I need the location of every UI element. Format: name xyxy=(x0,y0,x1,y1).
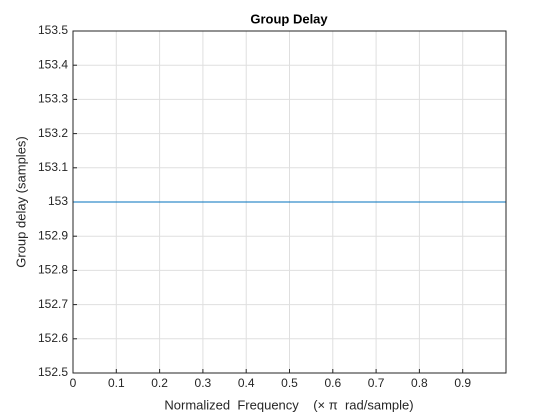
y-tick-label: 153.4 xyxy=(38,57,68,71)
x-tick-label: 0.6 xyxy=(324,376,341,390)
y-tick-label: 152.9 xyxy=(38,228,68,242)
y-tick-label: 153.3 xyxy=(38,92,68,106)
y-tick-label: 153 xyxy=(48,194,68,208)
x-tick-label: 0.1 xyxy=(108,376,125,390)
y-tick-label: 152.8 xyxy=(38,263,68,277)
axes-box xyxy=(72,30,507,374)
x-tick-label: 0 xyxy=(70,376,77,390)
chart-title: Group Delay xyxy=(250,11,328,26)
x-tick-label: 0.3 xyxy=(195,376,212,390)
x-tick-label: 0.8 xyxy=(411,376,428,390)
y-tick-label: 152.6 xyxy=(38,331,68,345)
x-axis-label: Normalized Frequency (× π rad/sample) xyxy=(164,397,413,412)
y-tick-label: 152.5 xyxy=(38,365,68,379)
x-tick-label: 0.7 xyxy=(368,376,385,390)
x-tick-label: 0.5 xyxy=(281,376,298,390)
x-tick-label: 0.9 xyxy=(454,376,471,390)
x-tick-label: 0.2 xyxy=(151,376,168,390)
y-tick-label: 153.2 xyxy=(38,126,68,140)
y-tick-label: 152.7 xyxy=(38,297,68,311)
x-tick-label: 0.4 xyxy=(238,376,255,390)
y-axis-label: Group delay (samples) xyxy=(13,136,28,268)
y-tick-label: 153.5 xyxy=(38,23,68,37)
y-tick-label: 153.1 xyxy=(38,160,68,174)
